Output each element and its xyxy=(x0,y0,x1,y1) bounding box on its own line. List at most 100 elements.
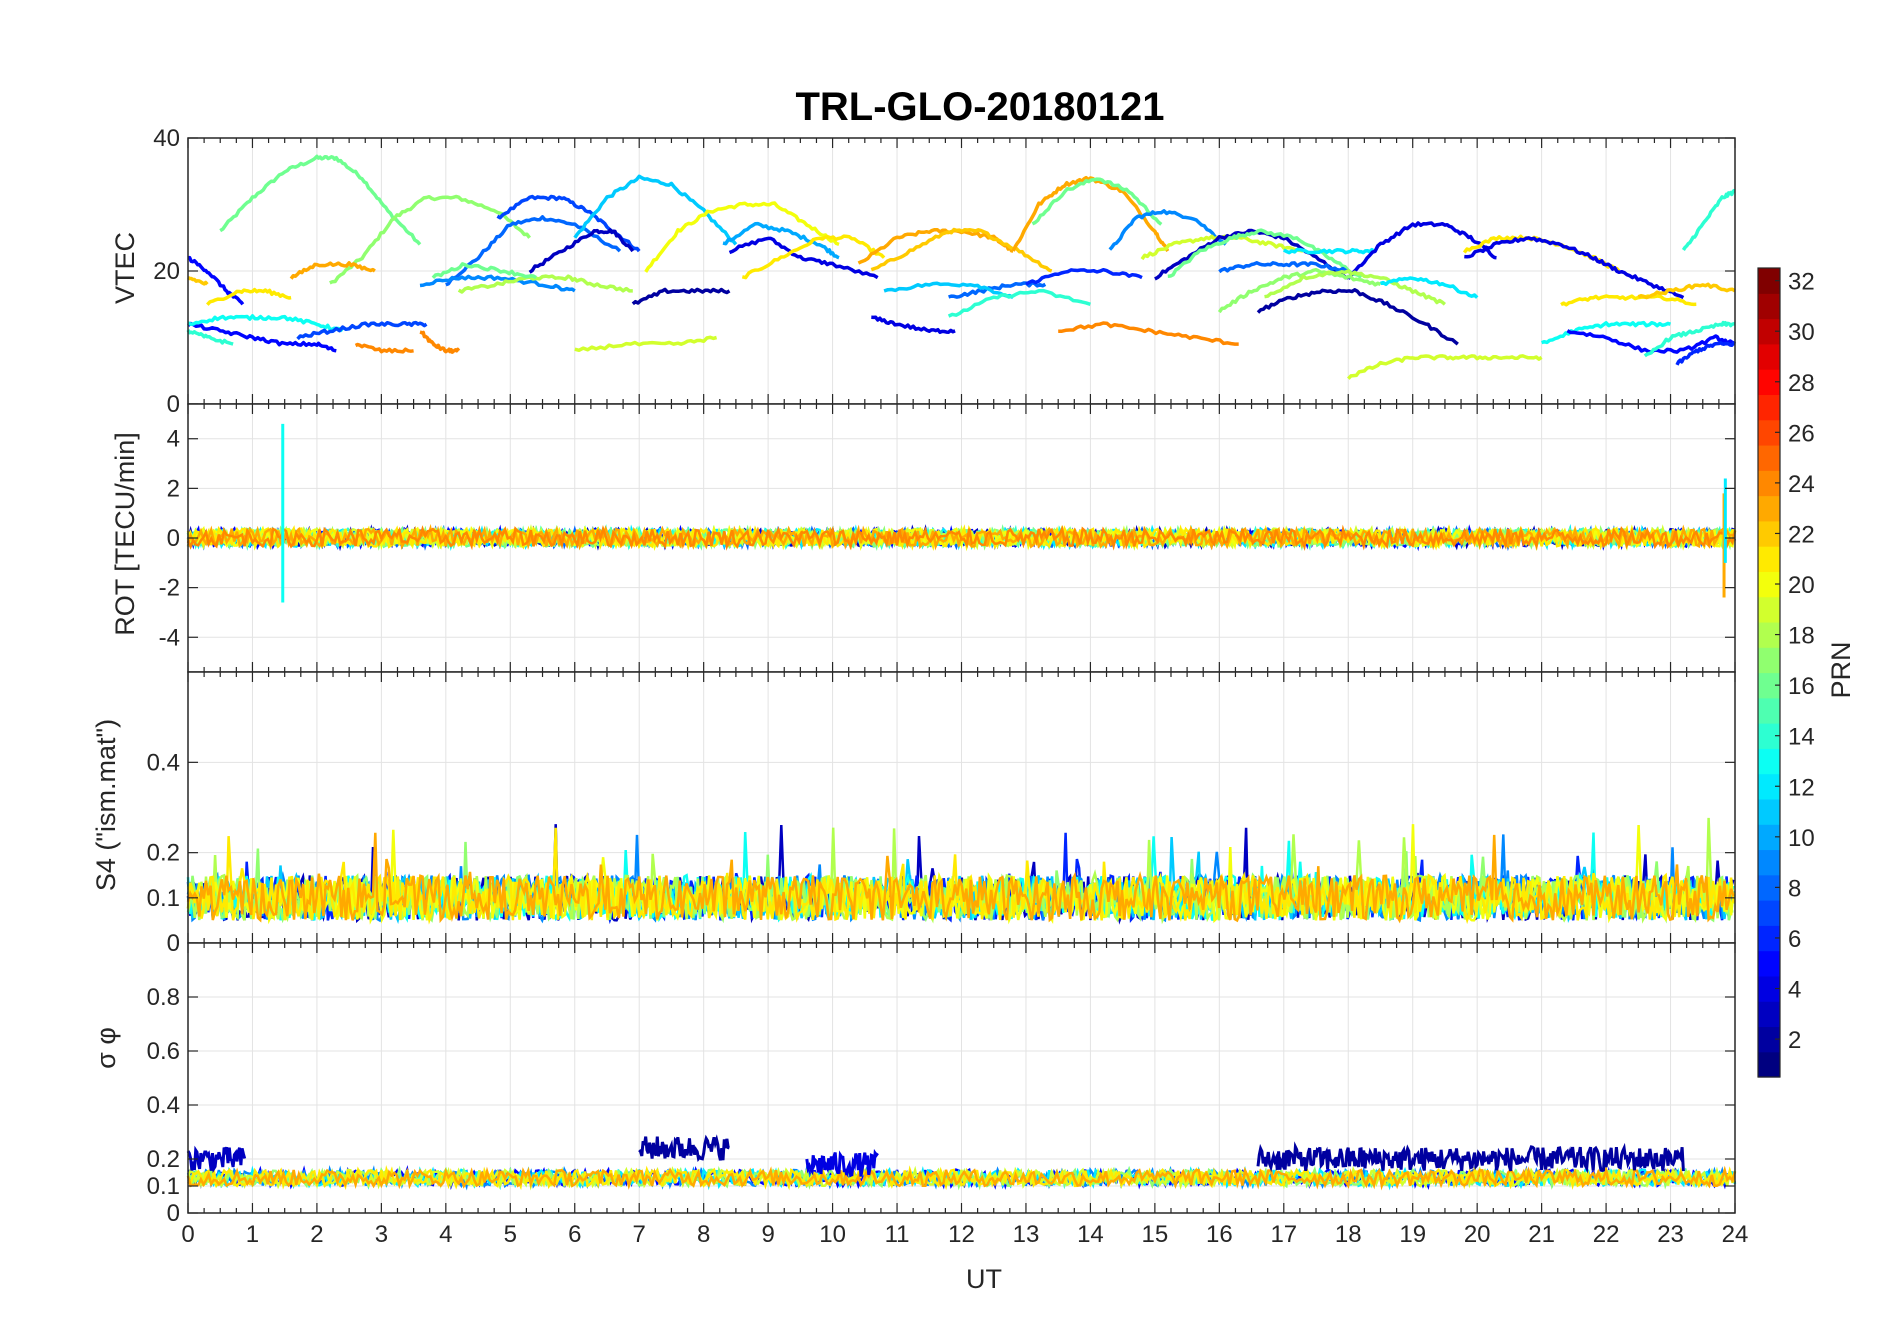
vtec-series-prn-6 xyxy=(1675,340,1736,366)
rot-series-prn-24 xyxy=(186,524,1737,552)
x-tick-label: 5 xyxy=(504,1221,517,1248)
x-tick-label: 9 xyxy=(761,1221,774,1248)
vtec-series-prn-14 xyxy=(1681,188,1736,251)
series-group xyxy=(186,817,1735,925)
x-tick-label: 12 xyxy=(948,1221,975,1248)
vtec-series-prn-4 xyxy=(871,315,956,335)
vtec-series-prn-22 xyxy=(1637,282,1736,300)
colorbar-segment xyxy=(1758,520,1780,547)
colorbar-segment xyxy=(1758,1026,1780,1053)
vtec-series-prn-6 xyxy=(1025,267,1143,286)
colorbar-tick-label: 16 xyxy=(1788,673,1815,700)
series-group xyxy=(186,1134,1737,1191)
sigma-elevated-prn-2 xyxy=(638,1134,730,1163)
vtec-series-prn-16 xyxy=(1031,177,1163,226)
colorbar-segment xyxy=(1758,1001,1780,1028)
panel-rot: -4 -2 0 2 4 xyxy=(159,403,1737,673)
panel-sigma-phi: 00.10.20.40.60.80 1 2 3 4 5 6 7 8 9 10 11 12 13 14 15 16… xyxy=(147,942,1749,1248)
vtec-series-prn-16 xyxy=(1167,228,1363,279)
panel-vtec: 0 20 40 xyxy=(153,125,1737,418)
y-tick-label: -2 xyxy=(159,575,180,602)
colorbar-segment xyxy=(1758,874,1780,901)
y-tick-label: 0.4 xyxy=(147,1092,180,1119)
colorbar-segment xyxy=(1758,621,1780,648)
colorbar-segment xyxy=(1758,925,1780,952)
x-ticks xyxy=(187,138,1736,404)
vtec-series-prn-11 xyxy=(573,174,738,246)
colorbar-tick-label: 22 xyxy=(1788,521,1815,548)
series-group xyxy=(186,423,1737,603)
colorbar-segment xyxy=(1758,723,1780,749)
y-tick-label: 20 xyxy=(153,258,180,285)
vtec-series-prn-9 xyxy=(1108,209,1227,251)
vtec-series-prn-14 xyxy=(186,329,234,346)
x-ticks xyxy=(187,672,1736,943)
vtec-series-prn-20 xyxy=(644,201,840,273)
sigma-elevated-prn-4 xyxy=(805,1148,879,1178)
colorbar-frame xyxy=(1757,267,1781,1078)
colorbar-segment xyxy=(1758,824,1780,851)
colorbar-segment xyxy=(1758,470,1780,497)
vtec-series-prn-21 xyxy=(206,287,292,306)
y-tick-label: 0.1 xyxy=(147,885,180,912)
sigma-series-prn-23 xyxy=(186,1165,1737,1191)
vtec-series-prn-23 xyxy=(1011,175,1170,253)
vtec-series-prn-12 xyxy=(1282,247,1375,255)
x-tick-label: 11 xyxy=(885,1221,910,1248)
x-tick-label: 2 xyxy=(310,1221,323,1248)
colorbar-segment xyxy=(1758,975,1780,1002)
colorbar-tick-label: 18 xyxy=(1788,623,1815,650)
colorbar-tick-label: 2 xyxy=(1788,1027,1801,1054)
colorbar-tick-label: 30 xyxy=(1788,319,1815,346)
sigma-elevated-prn-3 xyxy=(186,1145,247,1174)
x-tick-label: 17 xyxy=(1270,1221,1297,1248)
y-tick-label: 0.1 xyxy=(147,1173,180,1200)
colorbar-segment xyxy=(1758,343,1780,370)
colorbar-segment xyxy=(1758,647,1780,674)
x-tick-label: 14 xyxy=(1077,1221,1104,1248)
vtec-series-prn-5 xyxy=(1566,329,1737,355)
colorbar-segment xyxy=(1758,318,1780,345)
colorbar-segment xyxy=(1758,900,1780,926)
x-tick-label: 21 xyxy=(1528,1221,1555,1248)
colorbar-tick-label: 26 xyxy=(1788,420,1815,447)
vtec-series-prn-23 xyxy=(289,261,376,280)
vtec-series-prn-14 xyxy=(1643,320,1736,358)
vtec-series-prn-2 xyxy=(631,287,731,306)
s4-series-prn-23 xyxy=(186,832,1735,924)
vtec-series-prn-4 xyxy=(1346,221,1497,280)
x-tick-label: 8 xyxy=(697,1221,710,1248)
colorbar-tick-label: 6 xyxy=(1788,926,1801,953)
x-tick-label: 22 xyxy=(1593,1221,1620,1248)
colorbar-segment xyxy=(1758,369,1780,396)
vtec-series-prn-9 xyxy=(419,274,576,293)
sigma-phi-y-label: σ φ xyxy=(91,1027,121,1069)
colorbar-segment xyxy=(1758,293,1780,320)
x-tick-label: 24 xyxy=(1722,1221,1749,1248)
x-tick-label: 3 xyxy=(375,1221,388,1248)
series-group xyxy=(186,154,1737,380)
vtec-series-prn-17 xyxy=(1217,267,1382,314)
y-tick-label: 0 xyxy=(167,391,180,418)
vtec-series-prn-11 xyxy=(883,281,1015,300)
y-tick-label: 0 xyxy=(167,930,180,957)
x-ticks xyxy=(187,404,1736,672)
vtec-series-prn-10 xyxy=(722,221,840,260)
colorbar-segment xyxy=(1758,495,1780,522)
y-tick-label: 0.6 xyxy=(147,1038,180,1065)
y-tick-label: 0.2 xyxy=(147,840,180,867)
s4-y-label: S4 ("ism.mat") xyxy=(91,719,121,891)
vtec-series-prn-18 xyxy=(457,274,633,294)
x-tick-label: 4 xyxy=(439,1221,452,1248)
x-tick-label: 20 xyxy=(1464,1221,1491,1248)
colorbar-segment xyxy=(1758,950,1780,977)
vtec-y-label: VTEC xyxy=(110,232,140,304)
colorbar-segment xyxy=(1758,1051,1780,1078)
x-tick-label: 19 xyxy=(1399,1221,1426,1248)
vtec-series-prn-21 xyxy=(1560,294,1697,307)
x-tick-label: 6 xyxy=(568,1221,581,1248)
vtec-series-prn-5 xyxy=(187,255,245,306)
colorbar-label: PRN xyxy=(1826,641,1856,698)
vtec-series-prn-24 xyxy=(419,330,461,354)
